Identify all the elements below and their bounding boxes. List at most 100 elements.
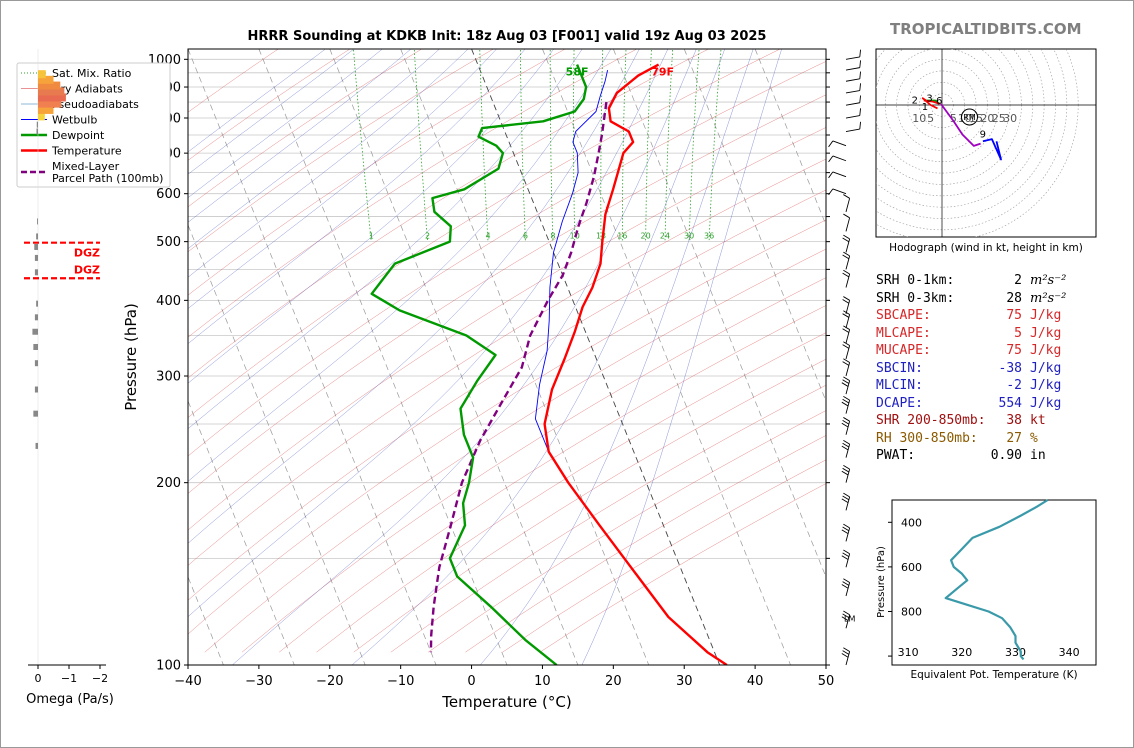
omega-tick-label: 0 (35, 672, 42, 685)
mixing-ratio-label: 4 (485, 232, 490, 241)
index-name: SBCIN: (876, 360, 923, 376)
index-name: MLCIN: (876, 378, 923, 393)
mixing-ratio-label: 20 (641, 232, 651, 241)
isotherm (542, 49, 791, 665)
omega-bar (38, 81, 61, 90)
pseudoadiabat (188, 49, 326, 153)
index-row: MLCIN: -2 J/kg (876, 377, 1076, 395)
barb-flag (859, 60, 861, 68)
pseudoadiabat (188, 49, 383, 199)
barb-shaft (845, 128, 860, 132)
wind-barb (841, 492, 851, 511)
index-unit: in (1030, 448, 1046, 463)
hodograph-height-label: 3 (926, 94, 932, 105)
hodograph-ring-label: 5 (950, 112, 957, 125)
omega-bar (36, 121, 38, 128)
index-name: SRH 0-1km: (876, 273, 955, 288)
mixing-ratio-label: 8 (550, 232, 555, 241)
wind-barb (841, 523, 851, 542)
barb-flag (828, 188, 834, 196)
barb-flag (841, 584, 849, 589)
index-value: 27 (1006, 430, 1022, 446)
index-unit: J/kg (1030, 395, 1062, 411)
dry-adiabat (390, 384, 826, 653)
pseudoadiabat (188, 49, 355, 175)
barb-shaft (845, 651, 851, 666)
index-unit: % (1030, 430, 1038, 446)
barb-shaft (845, 443, 851, 458)
barb-flag (842, 237, 850, 243)
barb-flag (859, 108, 861, 116)
barb-flag (842, 344, 850, 349)
pseudoadiabat (351, 49, 726, 665)
barb-flag (843, 578, 850, 583)
index-row: RH 300-850mb: 27% (876, 430, 1076, 448)
omega-plot: 0 −1 −2 Omega (Pa/s) DGZ DGZ (24, 49, 114, 707)
wind-barb (845, 108, 861, 119)
barb-flag (859, 121, 861, 130)
barb-shaft (845, 78, 860, 82)
barb-flag (843, 358, 850, 363)
barb-flag (841, 470, 849, 476)
barb-flag (842, 254, 850, 260)
legend-label: Sat. Mix. Ratio (52, 67, 132, 80)
dry-adiabat (188, 49, 710, 379)
pseudoadiabat (480, 49, 754, 665)
omega-bar (38, 112, 45, 121)
isotherm (0, 49, 11, 665)
omega-bar (36, 233, 38, 240)
barb-flag (842, 467, 850, 473)
isotherm (258, 49, 508, 665)
mixing-ratio-line (621, 49, 627, 242)
wind-barb (841, 578, 851, 597)
barb-flag (842, 379, 850, 384)
index-unit: kt (1030, 413, 1046, 428)
wind-barb (841, 376, 851, 395)
index-value: 5 (1014, 325, 1022, 341)
pressure-tick-label: 400 (156, 294, 181, 309)
barb-shaft (845, 67, 860, 71)
wind-barb (842, 234, 851, 253)
barb-flag (843, 341, 850, 346)
barb-flag (859, 95, 861, 103)
mixing-ratio-line (645, 49, 652, 242)
pseudoadiabat (188, 49, 583, 430)
dewpoint-line (370, 64, 588, 665)
barb-shaft (845, 314, 851, 329)
theta-e-ytick-label: 400 (901, 516, 922, 529)
dry-adiabat (279, 305, 826, 653)
omega-bar (38, 70, 46, 79)
barb-flag (843, 213, 850, 219)
pseudoadiabat (188, 49, 412, 223)
barb-flag (842, 650, 850, 655)
barb-flag (843, 465, 850, 470)
wind-barb (842, 325, 851, 344)
index-row: SRH 0-1km: 2 m²s⁻² (876, 272, 1076, 290)
barb-shaft (845, 90, 860, 94)
index-value: -2 (1006, 378, 1022, 393)
barb-flag (841, 422, 849, 428)
index-row: SBCAPE: 75 J/kg (876, 307, 1076, 325)
omega-bar (34, 314, 38, 321)
barb-flag (843, 296, 850, 301)
omega-bar (34, 243, 38, 250)
barb-shaft (845, 273, 851, 288)
barb-shaft (845, 56, 860, 60)
barb-shaft (845, 380, 851, 395)
barb-shaft (845, 345, 851, 360)
barb-shaft (845, 115, 860, 119)
barb-flag (841, 382, 849, 387)
omega-bar (38, 87, 65, 96)
pseudoadiabat (188, 49, 640, 544)
hodograph-ring-label: 20 (980, 112, 994, 125)
omega-tick-label: −1 (61, 672, 77, 685)
index-name: PWAT: (876, 448, 916, 463)
dry-adiabat (188, 49, 494, 253)
pressure-tick-label: 500 (156, 235, 181, 250)
theta-e-frame (891, 499, 1097, 666)
lm-label: LM (844, 614, 855, 623)
mixing-ratio-label: 24 (660, 232, 670, 241)
index-row: DCAPE: 554 J/kg (876, 395, 1076, 413)
barb-flag (841, 616, 849, 621)
